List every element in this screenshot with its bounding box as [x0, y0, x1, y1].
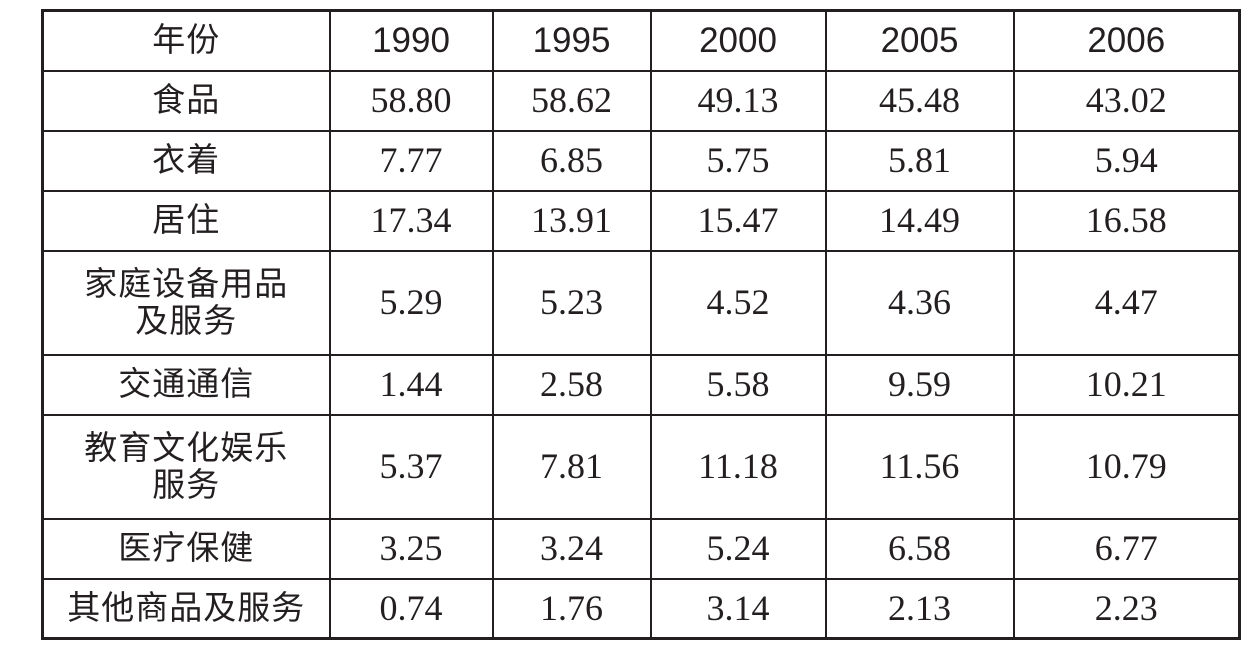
value-cell: 2.13 — [824, 577, 1015, 640]
row-label-cell: 食品 — [41, 69, 331, 132]
value-cell: 15.47 — [649, 189, 827, 252]
consumption-structure-table: 年份 1990 1995 2000 2005 2006 食品 58.80 58.… — [41, 9, 1241, 640]
value-cell: 7.81 — [491, 413, 652, 520]
row-label-cell: 交通通信 — [41, 353, 331, 416]
value-cell: 1.76 — [491, 577, 652, 640]
table-row: 食品 58.80 58.62 49.13 45.48 43.02 — [41, 69, 1241, 132]
value-cell: 6.58 — [824, 517, 1015, 580]
year-header-cell: 2006 — [1012, 9, 1241, 72]
value-cell: 13.91 — [491, 189, 652, 252]
value-cell: 5.24 — [649, 517, 827, 580]
value-cell: 58.62 — [491, 69, 652, 132]
value-cell: 4.36 — [824, 249, 1015, 356]
value-cell: 5.29 — [328, 249, 494, 356]
value-cell: 58.80 — [328, 69, 494, 132]
value-cell: 3.14 — [649, 577, 827, 640]
value-cell: 3.24 — [491, 517, 652, 580]
table-row: 家庭设备用品 及服务 5.29 5.23 4.52 4.36 4.47 — [41, 249, 1241, 356]
value-cell: 5.94 — [1012, 129, 1241, 192]
value-cell: 5.75 — [649, 129, 827, 192]
table-row: 教育文化娱乐 服务 5.37 7.81 11.18 11.56 10.79 — [41, 413, 1241, 520]
table-row: 其他商品及服务 0.74 1.76 3.14 2.13 2.23 — [41, 577, 1241, 640]
year-header-cell: 2005 — [824, 9, 1015, 72]
value-cell: 16.58 — [1012, 189, 1241, 252]
header-label-cell: 年份 — [41, 9, 331, 72]
value-cell: 10.21 — [1012, 353, 1241, 416]
value-cell: 5.81 — [824, 129, 1015, 192]
row-label-cell: 衣着 — [41, 129, 331, 192]
year-header-cell: 1995 — [491, 9, 652, 72]
value-cell: 5.58 — [649, 353, 827, 416]
row-label-text: 教育文化娱乐 服务 — [84, 427, 289, 504]
year-header-cell: 1990 — [328, 9, 494, 72]
value-cell: 11.56 — [824, 413, 1015, 520]
value-cell: 6.77 — [1012, 517, 1241, 580]
value-cell: 5.23 — [491, 249, 652, 356]
value-cell: 43.02 — [1012, 69, 1241, 132]
value-cell: 11.18 — [649, 413, 827, 520]
value-cell: 10.79 — [1012, 413, 1241, 520]
row-label-cell: 家庭设备用品 及服务 — [41, 249, 331, 356]
value-cell: 6.85 — [491, 129, 652, 192]
table-row: 交通通信 1.44 2.58 5.58 9.59 10.21 — [41, 353, 1241, 416]
value-cell: 2.23 — [1012, 577, 1241, 640]
value-cell: 14.49 — [824, 189, 1015, 252]
year-header-cell: 2000 — [649, 9, 827, 72]
value-cell: 4.52 — [649, 249, 827, 356]
value-cell: 1.44 — [328, 353, 494, 416]
value-cell: 7.77 — [328, 129, 494, 192]
value-cell: 17.34 — [328, 189, 494, 252]
value-cell: 2.58 — [491, 353, 652, 416]
value-cell: 4.47 — [1012, 249, 1241, 356]
table-row: 医疗保健 3.25 3.24 5.24 6.58 6.77 — [41, 517, 1241, 580]
row-label-cell: 医疗保健 — [41, 517, 331, 580]
header-row: 年份 1990 1995 2000 2005 2006 — [41, 9, 1241, 72]
value-cell: 9.59 — [824, 353, 1015, 416]
row-label-cell: 其他商品及服务 — [41, 577, 331, 640]
value-cell: 0.74 — [328, 577, 494, 640]
table-row: 居住 17.34 13.91 15.47 14.49 16.58 — [41, 189, 1241, 252]
row-label-text: 家庭设备用品 及服务 — [84, 263, 289, 340]
table-row: 衣着 7.77 6.85 5.75 5.81 5.94 — [41, 129, 1241, 192]
value-cell: 45.48 — [824, 69, 1015, 132]
value-cell: 49.13 — [649, 69, 827, 132]
value-cell: 3.25 — [328, 517, 494, 580]
value-cell: 5.37 — [328, 413, 494, 520]
row-label-cell: 居住 — [41, 189, 331, 252]
row-label-cell: 教育文化娱乐 服务 — [41, 413, 331, 520]
